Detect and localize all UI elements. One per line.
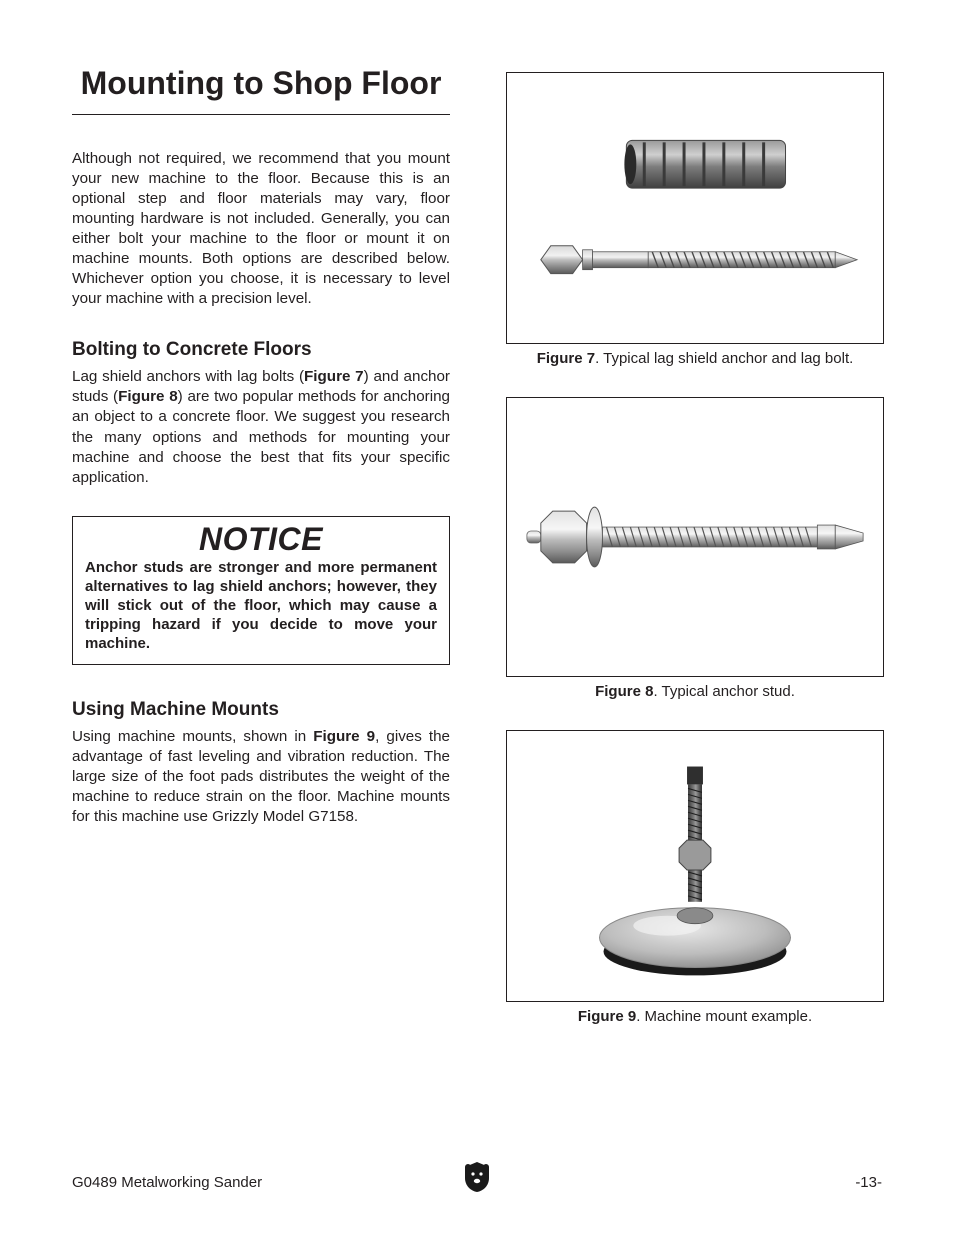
footer-product: G0489 Metalworking Sander (72, 1174, 262, 1191)
figure-8-label: Figure 8 (595, 683, 653, 700)
figure-9-image (506, 730, 884, 1002)
text: . Machine mount example. (636, 1008, 812, 1025)
notice-title: NOTICE (85, 521, 437, 558)
figure-8-caption: Figure 8. Typical anchor stud. (506, 683, 884, 700)
notice-box: NOTICE Anchor studs are stronger and mor… (72, 516, 450, 665)
text: . Typical anchor stud. (653, 683, 794, 700)
page-footer: G0489 Metalworking Sander -13- (72, 1174, 882, 1191)
figure-7-image (506, 72, 884, 344)
notice-body: Anchor studs are stronger and more perma… (85, 558, 437, 654)
mounts-heading: Using Machine Mounts (72, 699, 450, 721)
intro-paragraph: Although not required, we recommend that… (72, 149, 450, 310)
page-title: Mounting to Shop Floor (72, 66, 450, 115)
figure-9-caption: Figure 9. Machine mount example. (506, 1008, 884, 1025)
text: Lag shield anchors with lag bolts ( (72, 368, 304, 385)
figure-ref-9: Figure 9 (313, 728, 375, 745)
figure-9-label: Figure 9 (578, 1008, 636, 1025)
figure-7-label: Figure 7 (537, 350, 595, 367)
figure-7-caption: Figure 7. Typical lag shield anchor and … (506, 350, 884, 367)
figure-ref-8: Figure 8 (118, 388, 178, 405)
bolting-paragraph: Lag shield anchors with lag bolts (Figur… (72, 367, 450, 487)
figure-ref-7: Figure 7 (304, 368, 364, 385)
figure-8-image (506, 397, 884, 677)
footer-logo-icon (462, 1161, 492, 1197)
bolting-heading: Bolting to Concrete Floors (72, 339, 450, 361)
footer-page-number: -13- (855, 1174, 882, 1191)
mounts-paragraph: Using machine mounts, shown in Figure 9,… (72, 727, 450, 827)
text: . Typical lag shield anchor and lag bolt… (595, 350, 853, 367)
text: Using machine mounts, shown in (72, 728, 313, 745)
